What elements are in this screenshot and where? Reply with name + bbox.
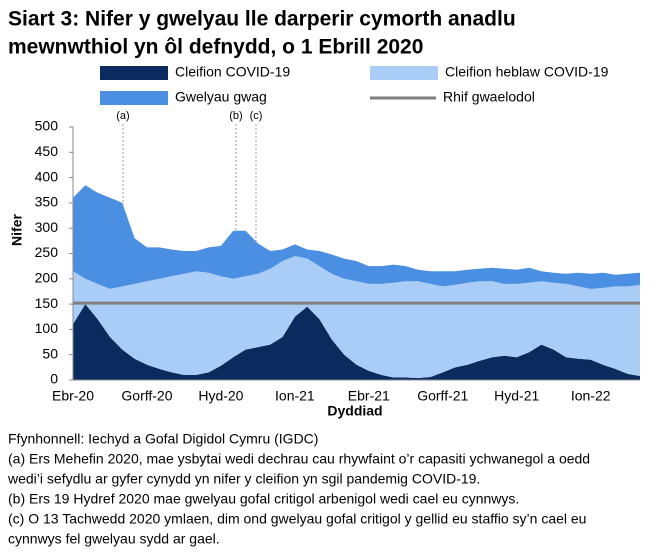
x-tick-label: Ion-22	[571, 388, 611, 404]
y-tick-label: 300	[35, 219, 59, 235]
y-tick-label: 250	[35, 244, 59, 260]
y-tick-label: 200	[35, 270, 59, 286]
x-tick-label: Gorff-20	[121, 388, 172, 404]
annotation-label: (b)	[229, 110, 242, 122]
y-tick-label: 400	[35, 168, 59, 184]
x-tick-label: Ebr-20	[52, 388, 94, 404]
x-tick-label: Ion-21	[275, 388, 315, 404]
footnote: cynnwys fel gwelyau sydd ar gael.	[8, 531, 220, 547]
legend-label: Rhif gwaelodol	[443, 89, 535, 105]
x-tick-label: Ebr-21	[348, 388, 390, 404]
footnote: (b) Ers 19 Hydref 2020 mae gwelyau gofal…	[8, 491, 519, 507]
legend-swatch	[100, 66, 168, 80]
area	[73, 185, 640, 289]
legend-label: Gwelyau gwag	[175, 89, 267, 105]
y-tick-label: 100	[35, 320, 59, 336]
chart-title: mewnwthiol yn ôl defnydd, o 1 Ebrill 202…	[8, 36, 423, 59]
footnote: (a) Ers Mehefin 2020, mae ysbytai wedi d…	[8, 451, 590, 467]
x-tick-label: Hyd-21	[494, 388, 539, 404]
legend-label: Cleifion COVID-19	[175, 64, 290, 80]
y-tick-label: 350	[35, 194, 59, 210]
y-tick-label: 50	[42, 345, 58, 361]
area	[73, 256, 640, 378]
x-tick-label: Gorff-21	[417, 388, 468, 404]
legend-swatch	[370, 66, 438, 80]
footnote: Ffynhonnell: Iechyd a Gofal Digidol Cymr…	[8, 431, 318, 447]
legend-label: Cleifion heblaw COVID-19	[445, 64, 609, 80]
footnote: wedi’i sefydlu ar gyfer cynydd yn nifer …	[7, 471, 480, 487]
annotation-label: (a)	[116, 110, 129, 122]
y-tick-label: 150	[35, 295, 59, 311]
chart-title: Siart 3: Nifer y gwelyau lle darperir cy…	[8, 8, 516, 31]
y-tick-label: 0	[50, 371, 58, 387]
legend-swatch	[100, 91, 168, 105]
x-tick-label: Hyd-20	[198, 388, 243, 404]
y-tick-label: 450	[35, 143, 59, 159]
footnote: (c) O 13 Tachwedd 2020 ymlaen, dim ond g…	[8, 511, 586, 527]
y-axis-title: Nifer	[9, 214, 25, 246]
y-tick-label: 500	[35, 118, 59, 134]
area	[73, 304, 640, 380]
x-axis-title: Dyddiad	[327, 403, 382, 419]
annotation-label: (c)	[250, 110, 263, 122]
